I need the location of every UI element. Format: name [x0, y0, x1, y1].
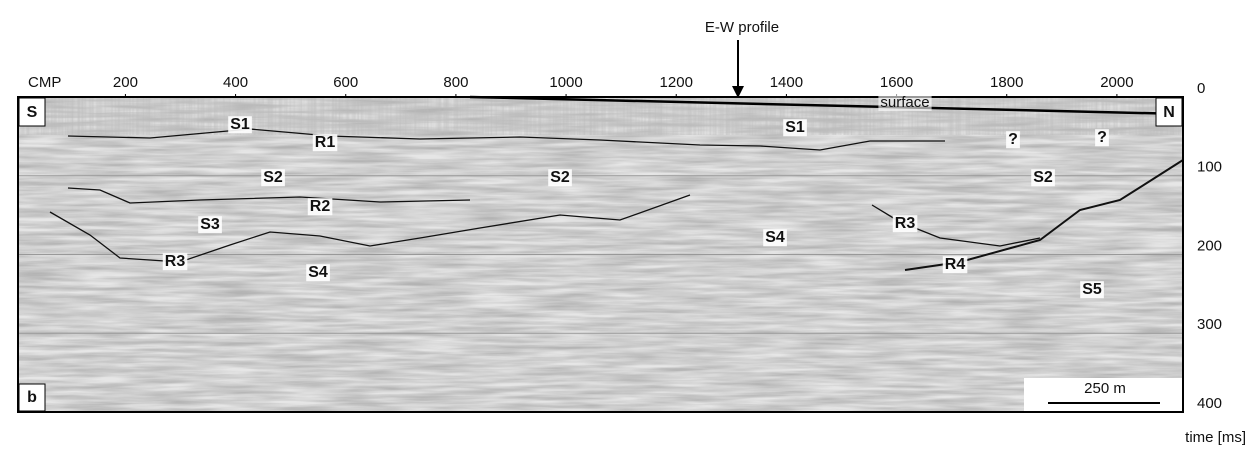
x-tick-label: 600 — [333, 74, 358, 91]
annotation: S2 — [263, 169, 283, 186]
annotation-box — [162, 253, 188, 271]
annotation: R3 — [895, 215, 916, 232]
annotation-box — [198, 216, 222, 234]
annotation: S3 — [200, 216, 220, 233]
annotation: S2 — [550, 169, 570, 186]
annotation-box — [548, 169, 572, 187]
annotation: R2 — [310, 198, 331, 215]
y-tick-label: 400 — [1197, 395, 1222, 412]
x-tick-label: 2000 — [1100, 74, 1133, 91]
y-tick-label: 0 — [1197, 80, 1205, 97]
annotation-box — [228, 116, 252, 134]
x-tick-label: 1000 — [549, 74, 582, 91]
annotation-box — [763, 229, 787, 247]
annotation: R4 — [945, 256, 966, 273]
right-label-box — [1155, 97, 1183, 127]
x-tick-label: 1200 — [660, 74, 693, 91]
annotation-box — [306, 264, 330, 282]
annotation: S5 — [1082, 281, 1102, 298]
panel-label-box — [18, 383, 46, 412]
annotation: S4 — [765, 229, 785, 246]
frame — [17, 96, 1184, 413]
annotation-box — [307, 198, 333, 216]
annotation-box — [1080, 281, 1104, 299]
annotation-box — [892, 215, 918, 233]
annotation: ? — [1097, 129, 1107, 146]
annotation-box — [261, 169, 285, 187]
profile-arrowhead — [732, 86, 744, 98]
x-tick-label: 1600 — [880, 74, 913, 91]
annotation: R3 — [165, 253, 186, 270]
x-axis-label: CMP — [28, 74, 61, 91]
annotation-box — [942, 256, 968, 274]
x-tick-label: 1800 — [990, 74, 1023, 91]
scale-bar-box — [1024, 378, 1182, 411]
surface-zone — [18, 97, 1183, 135]
annotation: S2 — [1033, 169, 1053, 186]
x-tick-label: 400 — [223, 74, 248, 91]
annotation: S1 — [230, 116, 250, 133]
profile-label: E-W profile — [705, 19, 779, 36]
annotation-box — [1095, 129, 1109, 147]
annotation: S1 — [785, 119, 805, 136]
annotation: S4 — [308, 264, 328, 281]
horizon-r3-east — [871, 204, 1041, 247]
x-tick-label: 200 — [113, 74, 138, 91]
annotation: ? — [1008, 131, 1018, 148]
annotation-box — [783, 119, 807, 137]
annotation-box — [1031, 169, 1055, 187]
y-tick-label: 300 — [1197, 316, 1222, 333]
y-tick-label: 100 — [1197, 159, 1222, 176]
annotation: R1 — [315, 134, 336, 151]
left-label: S — [27, 104, 38, 121]
horizon-r2 — [67, 187, 471, 204]
scale-bar-label: 250 m — [1084, 380, 1126, 397]
panel-label: b — [27, 389, 37, 406]
x-tick-label: 800 — [443, 74, 468, 91]
annotation: surface — [880, 94, 929, 111]
right-label: N — [1163, 104, 1175, 121]
x-tick-label: 1400 — [770, 74, 803, 91]
horizon-r3 — [49, 194, 691, 263]
left-label-box — [18, 97, 46, 127]
surface-line — [469, 95, 1184, 116]
annotation-box — [878, 93, 932, 111]
y-tick-label: 200 — [1197, 237, 1222, 254]
annotation-box — [1006, 131, 1020, 149]
y-axis-label: time [ms] — [1185, 429, 1246, 446]
annotation-box — [312, 134, 338, 152]
